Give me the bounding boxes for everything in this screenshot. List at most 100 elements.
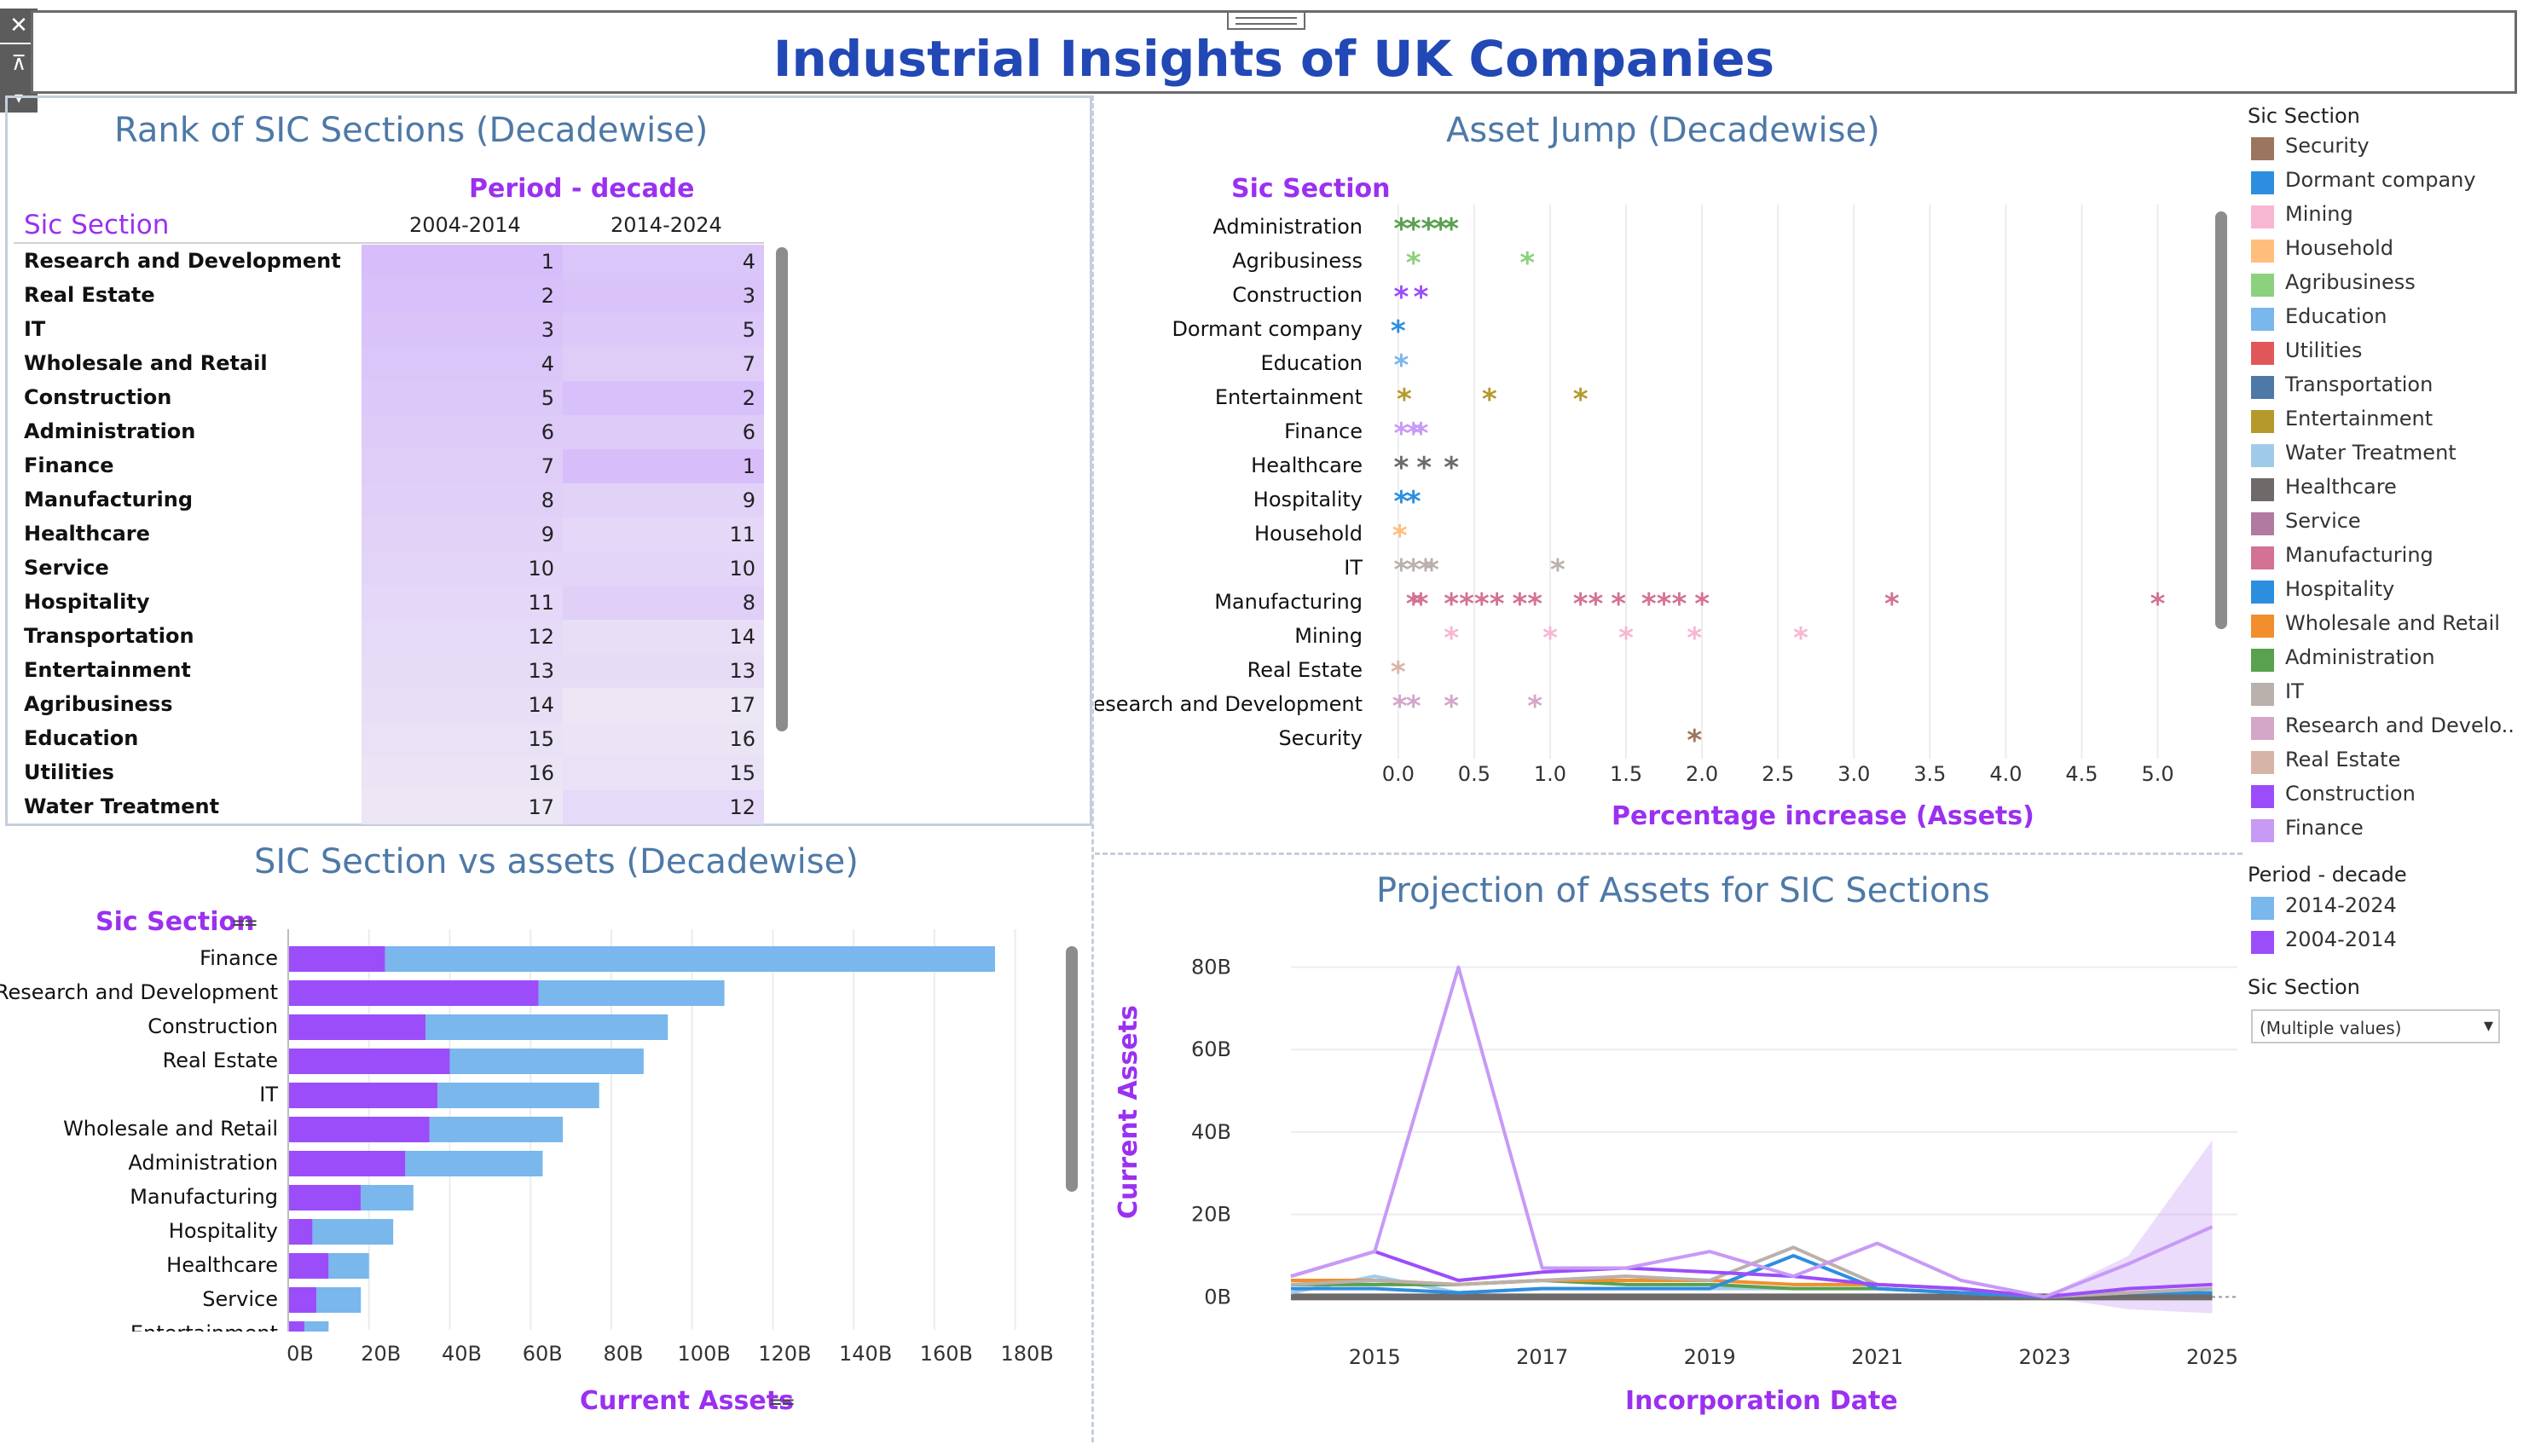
rank-cell-2014-2024: 16 (563, 722, 764, 756)
dashboard-title: Industrial Insights of UK Companies (773, 30, 1775, 88)
rank-row[interactable]: Construction 5 2 (14, 381, 764, 415)
y-category-label: Real Estate (1247, 658, 1363, 682)
rank-row[interactable]: Healthcare 9 11 (14, 517, 764, 552)
scatter-point: * (1527, 587, 1542, 621)
rank-row[interactable]: Hospitality 11 8 (14, 586, 764, 620)
rank-row[interactable]: Transportation 12 14 (14, 620, 764, 654)
sort-icon[interactable]: ⩵ (232, 909, 258, 934)
bar-segment (328, 1253, 369, 1279)
x-tick-label: 0.5 (1458, 762, 1490, 786)
rank-value: 9 (541, 523, 554, 546)
scatter-point: * (1397, 383, 1412, 417)
rank-row[interactable]: Agribusiness 14 17 (14, 688, 764, 722)
x-tick-label: 1.0 (1534, 762, 1566, 786)
legend-label: Agribusiness (2285, 270, 2416, 294)
rank-row[interactable]: Research and Development 1 4 (14, 245, 764, 279)
scatter-point: * (1418, 553, 1433, 587)
legend-label: IT (2285, 679, 2304, 703)
rank-value: 2 (742, 386, 755, 410)
scatter-point: * (1641, 587, 1657, 621)
y-category-label: Hospitality (1253, 488, 1363, 511)
rank-column-group-header: Period - decade (469, 174, 695, 204)
y-category-label: Construction (1232, 283, 1363, 307)
bar-scrollbar[interactable] (1066, 946, 1078, 1192)
legend-swatch (2251, 512, 2274, 535)
y-category-label: Administration (128, 1151, 278, 1175)
x-tick-label: 0B (286, 1342, 314, 1366)
y-category-label: Service (202, 1287, 278, 1311)
rank-row[interactable]: Administration 6 6 (14, 415, 764, 449)
scatter-point: * (1393, 349, 1409, 383)
rank-row-label: Real Estate (24, 283, 155, 307)
y-category-label: Agribusiness (1232, 249, 1363, 273)
y-category-label: Research and Development (0, 980, 278, 1004)
bar-segment (425, 1014, 668, 1040)
rank-row[interactable]: Entertainment 13 13 (14, 654, 764, 688)
rank-cell-2014-2024: 11 (563, 517, 764, 552)
scatter-point: * (1884, 587, 1900, 621)
legend-swatch (2251, 897, 2274, 920)
bar-segment (288, 1253, 329, 1279)
legend-label: Transportation (2285, 373, 2434, 396)
rank-row[interactable]: Wholesale and Retail 4 7 (14, 347, 764, 381)
legend-swatch (2251, 342, 2274, 365)
series-line (1290, 965, 2214, 1299)
bar-segment (385, 946, 995, 972)
legend-swatch (2251, 546, 2274, 569)
rank-cell-2004-2014: 15 (362, 722, 563, 756)
scatter-point: * (1474, 587, 1490, 621)
rank-value: 11 (528, 591, 554, 615)
rank-row[interactable]: Finance 7 1 (14, 449, 764, 483)
x-tick-label: 100B (678, 1342, 731, 1366)
bar-group: Finance Research and Development Construct… (0, 946, 995, 1332)
rank-cell-2004-2014: 5 (362, 381, 563, 415)
bar-segment (288, 1287, 317, 1313)
scatter-point: * (1657, 587, 1672, 621)
sort-axis-icon[interactable]: ⩵ (769, 1388, 795, 1413)
rank-row[interactable]: Education 15 16 (14, 722, 764, 756)
y-category-label: Entertainment (1215, 385, 1363, 409)
projection-title: Projection of Assets for SIC Sections (1376, 871, 1990, 910)
rank-row-label: Agribusiness (24, 692, 173, 716)
y-category-label: Wholesale and Retail (63, 1117, 278, 1141)
rank-cell-2004-2014: 1 (362, 245, 563, 279)
scatter-point: * (1414, 417, 1429, 451)
rank-cell-2004-2014: 2 (362, 279, 563, 313)
scatter-point: * (1687, 724, 1702, 758)
rank-cell-2004-2014: 16 (362, 756, 563, 790)
drag-handle[interactable] (1227, 11, 1305, 30)
rank-row[interactable]: Service 10 10 (14, 552, 764, 586)
scatter-point: * (1444, 212, 1459, 246)
rank-cell-2004-2014: 6 (362, 415, 563, 449)
rank-value: 12 (729, 795, 755, 819)
scatter-point: * (1482, 383, 1497, 417)
rank-row-label: Service (24, 556, 109, 580)
rank-row[interactable]: Real Estate 2 3 (14, 279, 764, 313)
close-icon: ✕ (9, 13, 28, 38)
rank-cell-2014-2024: 4 (563, 245, 764, 279)
rank-row[interactable]: IT 3 5 (14, 313, 764, 347)
legend-label: Wholesale and Retail (2285, 611, 2500, 635)
rank-row-label: Research and Development (24, 249, 341, 273)
scatter-point: * (1433, 212, 1449, 246)
y-category-label: Finance (1284, 419, 1363, 443)
y-category-label: Administration (1212, 215, 1363, 239)
legend-label: Real Estate (2285, 748, 2401, 771)
sic-section-filter-dropdown[interactable]: (Multiple values) ▾ (2251, 1009, 2500, 1043)
asset-jump-scrollbar[interactable] (2215, 211, 2227, 629)
rank-row[interactable]: Manufacturing 8 9 (14, 483, 764, 517)
rank-row[interactable]: Water Treatment 17 12 (14, 790, 764, 824)
x-tick-label: 180B (1000, 1342, 1053, 1366)
rank-cell-2004-2014: 9 (362, 517, 563, 552)
scatter-point: * (1512, 587, 1527, 621)
scatter-point: * (1393, 553, 1409, 587)
rank-row[interactable]: Utilities 16 15 (14, 756, 764, 790)
x-tick-label: 2019 (1684, 1345, 1736, 1369)
rank-cell-2014-2024: 8 (563, 586, 764, 620)
bar-segment (304, 1321, 329, 1332)
rank-cell-2004-2014: 13 (362, 654, 563, 688)
rank-value: 10 (729, 557, 755, 581)
scatter-point: * (1393, 417, 1409, 451)
y-category-label: Education (1261, 351, 1363, 375)
rank-scrollbar[interactable] (776, 247, 788, 731)
